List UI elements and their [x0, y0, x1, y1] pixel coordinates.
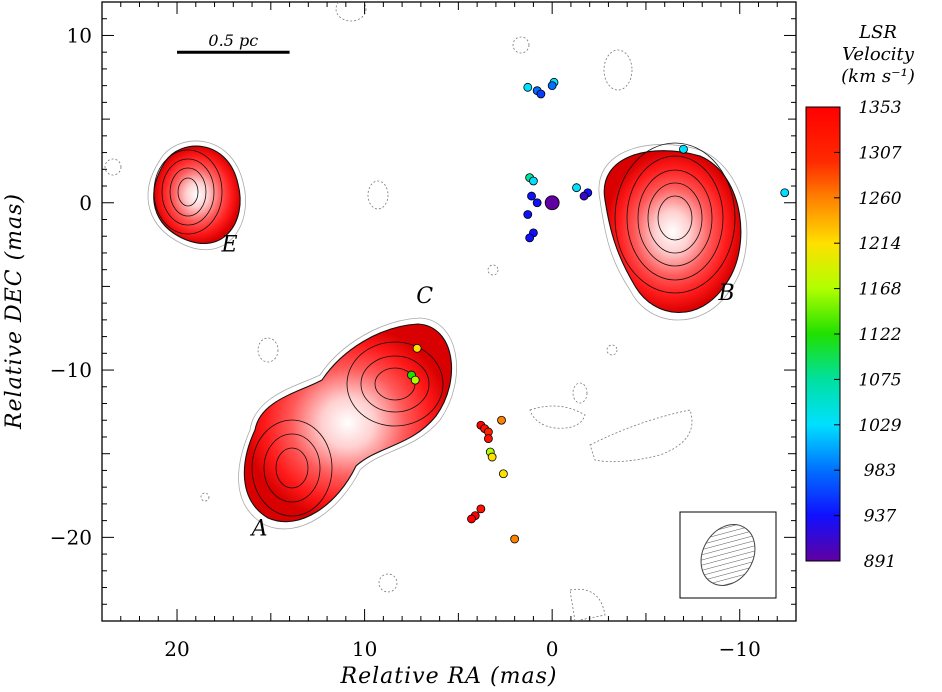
maser-point: [544, 195, 560, 211]
continuum-component-A-C: [238, 317, 457, 530]
maser-point: [525, 233, 535, 243]
maser-point: [780, 188, 790, 198]
maser-point: [529, 176, 538, 186]
axis-tick-labels: 20 10 0 −10 10 0 −10 −20: [50, 23, 761, 661]
y-tick-label: 0: [79, 191, 92, 215]
maser-point: [483, 434, 493, 444]
y-axis-title: Relative DEC (mas): [2, 193, 27, 430]
maser-point: [523, 82, 533, 92]
component-label-C: C: [416, 284, 433, 309]
maser-point: [579, 191, 589, 201]
beam-inset: [679, 511, 777, 599]
x-tick-label: −10: [719, 637, 761, 661]
colorbar-title-line-3: (km s⁻¹): [841, 66, 915, 87]
x-axis-title: Relative RA (mas): [340, 664, 558, 689]
maser-point: [497, 415, 506, 425]
noise-contours: [104, 2, 693, 621]
maser-points: [407, 77, 790, 544]
maser-point: [536, 89, 546, 99]
maser-point: [572, 183, 581, 193]
colorbar-tick-label: 1168: [858, 280, 901, 300]
maser-point: [523, 210, 533, 219]
colorbar-tick-label: 1307: [858, 143, 901, 163]
maser-point: [487, 452, 497, 462]
component-label-A: A: [250, 517, 268, 542]
y-tick-label: −20: [50, 525, 92, 549]
scale-bar-label: 0.5 pc: [208, 31, 258, 50]
colorbar-tick-label: 1029: [858, 416, 901, 436]
maser-point: [527, 191, 536, 201]
y-tick-label: −10: [50, 358, 92, 382]
x-tick-label: 10: [352, 637, 377, 661]
x-tick-label: 0: [546, 637, 559, 661]
maser-point: [476, 504, 486, 514]
colorbar-tick-label: 937: [864, 507, 897, 527]
maser-point: [498, 469, 508, 479]
maser-point: [679, 144, 688, 154]
axis-ticks: [101, 1, 796, 622]
component-label-B: B: [718, 281, 735, 306]
y-tick-label: 10: [67, 23, 92, 47]
maser-point: [532, 198, 542, 208]
maser-point: [547, 81, 557, 91]
colorbar-tick-label: 1075: [858, 370, 901, 390]
colorbar-tick-label: 983: [864, 461, 896, 481]
colorbar-title-line-1: LSR: [858, 22, 897, 43]
colorbar-tick-label: 1353: [858, 98, 901, 118]
colorbar-tick-label: 1214: [858, 234, 901, 254]
maser-point: [412, 343, 422, 353]
colorbar-title-line-2: Velocity: [842, 44, 915, 65]
maser-point: [467, 514, 476, 524]
maser-point: [510, 534, 520, 544]
continuum-component-E: [147, 140, 247, 251]
colorbar-tick-label: 1260: [858, 189, 901, 209]
maser-point: [410, 375, 420, 385]
colorbar-tick-label: 1122: [858, 325, 901, 345]
colorbar-ticks: 1353 1307 1260 1214 1168 1122 1075 1029 983 937 89…: [834, 98, 902, 572]
component-label-E: E: [221, 232, 238, 257]
colorbar-tick-label: 891: [864, 552, 896, 572]
x-tick-label: 20: [164, 637, 189, 661]
continuum-component-B: [598, 142, 748, 321]
